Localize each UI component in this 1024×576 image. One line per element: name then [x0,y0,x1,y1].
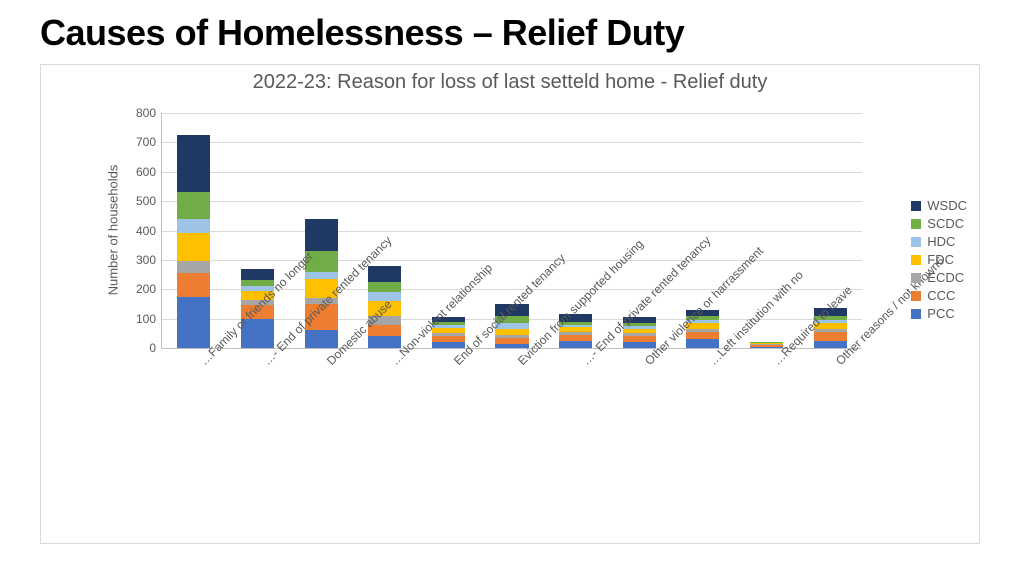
legend-item: HDC [911,234,967,249]
bar-segment-ccc [686,332,719,339]
bar-segment-pcc [368,336,401,348]
y-tick-label: 600 [136,165,162,179]
legend-label: CCC [927,288,955,303]
y-tick-label: 100 [136,312,162,326]
legend-label: SCDC [927,216,964,231]
y-tick-label: 300 [136,253,162,267]
legend-swatch [911,219,921,229]
bar-segment-wsdc [305,219,338,251]
bar-segment-hdc [177,219,210,234]
bar-segment-pcc [559,341,592,348]
legend-swatch [911,309,921,319]
grid-line [162,172,862,173]
bar-segment-ecdc [177,261,210,273]
legend-swatch [911,273,921,283]
chart-container: 2022-23: Reason for loss of last setteld… [40,64,980,544]
legend-item: WSDC [911,198,967,213]
legend-label: WSDC [927,198,967,213]
legend-item: SCDC [911,216,967,231]
legend-label: PCC [927,306,954,321]
grid-line [162,142,862,143]
bar-segment-wsdc [241,269,274,281]
bar-segment-wsdc [368,266,401,282]
y-tick-label: 500 [136,194,162,208]
legend-item: PCC [911,306,967,321]
grid-line [162,201,862,202]
bar-segment-pcc [305,330,338,348]
legend-swatch [911,291,921,301]
bar-segment-fdc [177,233,210,261]
legend-swatch [911,201,921,211]
bar-segment-ccc [177,273,210,297]
bar-segment-scdc [177,192,210,218]
page-title: Causes of Homelessness – Relief Duty [0,0,1024,54]
legend-label: ECDC [927,270,964,285]
bar-segment-wsdc [177,135,210,192]
bar [177,135,210,348]
grid-line [162,113,862,114]
legend-item: FDC [911,252,967,267]
bar-segment-pcc [814,341,847,348]
bar-segment-ccc [814,332,847,341]
bar-segment-scdc [368,282,401,292]
y-tick-label: 400 [136,224,162,238]
y-tick-label: 800 [136,106,162,120]
grid-line [162,231,862,232]
legend: WSDC SCDC HDC FDC ECDC CCC PCC [911,195,967,324]
bar-segment-hdc [305,272,338,279]
legend-label: HDC [927,234,955,249]
y-tick-label: 700 [136,135,162,149]
legend-swatch [911,237,921,247]
legend-item: ECDC [911,270,967,285]
legend-swatch [911,255,921,265]
chart-title: 2022-23: Reason for loss of last setteld… [41,65,979,96]
legend-label: FDC [927,252,954,267]
x-axis-labels: Family or friends no longer…End of priva… [161,348,861,528]
bar-segment-pcc [686,339,719,348]
y-axis-title: Number of households [106,165,121,296]
bar-segment-pcc [177,297,210,348]
legend-item: CCC [911,288,967,303]
y-tick-label: 200 [136,282,162,296]
